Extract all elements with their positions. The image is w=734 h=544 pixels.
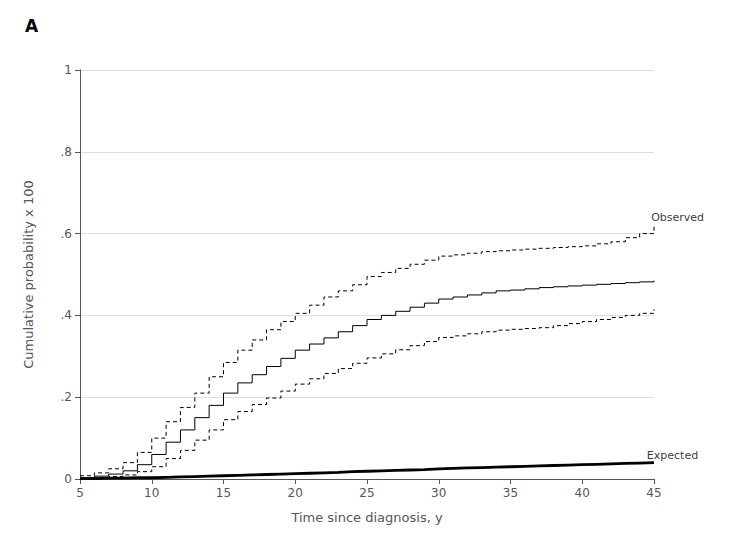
svg-text:0: 0	[64, 472, 72, 486]
svg-text:40: 40	[575, 486, 590, 500]
svg-text:30: 30	[431, 486, 446, 500]
svg-text:.8: .8	[61, 145, 72, 159]
svg-text:Observed: Observed	[651, 211, 704, 224]
svg-text:10: 10	[144, 486, 159, 500]
svg-text:A: A	[25, 16, 39, 36]
svg-text:Cumulative probability x 100: Cumulative probability x 100	[21, 180, 36, 368]
svg-text:5: 5	[76, 486, 84, 500]
svg-text:1: 1	[64, 63, 72, 77]
svg-text:45: 45	[646, 486, 661, 500]
svg-text:35: 35	[503, 486, 518, 500]
svg-text:.6: .6	[61, 227, 72, 241]
svg-text:20: 20	[288, 486, 303, 500]
svg-text:Expected: Expected	[647, 449, 698, 462]
svg-text:.4: .4	[61, 308, 72, 322]
svg-text:.2: .2	[61, 390, 72, 404]
svg-text:15: 15	[216, 486, 231, 500]
svg-text:25: 25	[359, 486, 374, 500]
svg-text:Time since diagnosis, y: Time since diagnosis, y	[290, 510, 443, 525]
